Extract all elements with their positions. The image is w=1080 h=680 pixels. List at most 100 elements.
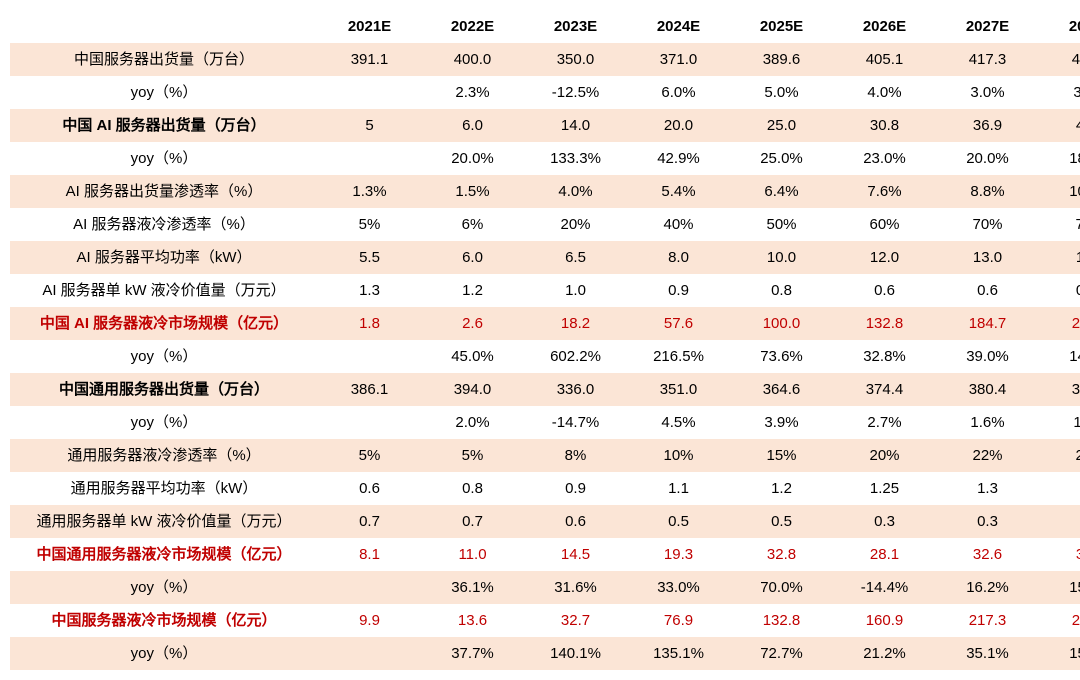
cell-value: 9.9 [318, 604, 421, 637]
cell-value: 6.0 [421, 241, 524, 274]
cell-value: -14.7% [524, 406, 627, 439]
cell-value: 5 [318, 109, 421, 142]
cell-value: 1.3 [936, 472, 1039, 505]
cell-value: 1.2 [421, 274, 524, 307]
cell-value: 0.3 [833, 505, 936, 538]
cell-value: 5% [318, 439, 421, 472]
cell-value: 6.4% [730, 175, 833, 208]
cell-value: 12.0 [833, 241, 936, 274]
cell-value: 405.1 [833, 43, 936, 76]
row-label: 通用服务器单 kW 液冷价值量（万元） [10, 505, 318, 538]
cell-value: 50% [730, 208, 833, 241]
cell-value: 33.0% [627, 571, 730, 604]
cell-value: 132.8 [730, 604, 833, 637]
cell-value: 15.4% [1039, 571, 1080, 604]
cell-value: 391.1 [318, 43, 421, 76]
table-row: 中国通用服务器液冷市场规模（亿元）8.111.014.519.332.828.1… [10, 538, 1080, 571]
cell-value: 132.8 [833, 307, 936, 340]
cell-value: 25.0 [730, 109, 833, 142]
cell-value: 2.0% [421, 406, 524, 439]
row-label: 通用服务器平均功率（kW） [10, 472, 318, 505]
table-row: yoy（%）37.7%140.1%135.1%72.7%21.2%35.1%15… [10, 637, 1080, 670]
row-label: yoy（%） [10, 340, 318, 373]
cell-value [318, 340, 421, 373]
cell-value: 336.0 [524, 373, 627, 406]
cell-value: 135.1% [627, 637, 730, 670]
table-row: 中国通用服务器出货量（万台）386.1394.0336.0351.0364.63… [10, 373, 1080, 406]
cell-value: -14.4% [833, 571, 936, 604]
cell-value: 1.25 [833, 472, 936, 505]
cell-value: 8% [524, 439, 627, 472]
cell-value: 14.0 [524, 109, 627, 142]
cell-value: 3.0% [1039, 76, 1080, 109]
cell-value: 1.2 [730, 472, 833, 505]
table-body: 中国服务器出货量（万台）391.1400.0350.0371.0389.6405… [10, 43, 1080, 670]
cell-value: 11.0 [421, 538, 524, 571]
cell-value: 70% [936, 208, 1039, 241]
cell-value: 5.5 [318, 241, 421, 274]
cell-value: 20.0 [627, 109, 730, 142]
cell-value [318, 406, 421, 439]
cell-value: 5.0% [730, 76, 833, 109]
table-row: yoy（%）45.0%602.2%216.5%73.6%32.8%39.0%14… [10, 340, 1080, 373]
cell-value: 76.9 [627, 604, 730, 637]
cell-value: 0.5 [627, 505, 730, 538]
cell-value: 3.0% [936, 76, 1039, 109]
header-col: 2026E [833, 10, 936, 43]
cell-value: 351.0 [627, 373, 730, 406]
cell-value: 0.7 [421, 505, 524, 538]
cell-value: 1.6% [936, 406, 1039, 439]
cell-value: 1.0 [524, 274, 627, 307]
cell-value: 6.0 [421, 109, 524, 142]
table-row: yoy（%）2.0%-14.7%4.5%3.9%2.7%1.6%1.5% [10, 406, 1080, 439]
row-label: AI 服务器液冷渗透率（%） [10, 208, 318, 241]
cell-value: 217.3 [936, 604, 1039, 637]
cell-value [318, 637, 421, 670]
cell-value: 133.3% [524, 142, 627, 175]
header-col: 2027E [936, 10, 1039, 43]
cell-value: 2.6 [421, 307, 524, 340]
table-row: AI 服务器平均功率（kW）5.56.06.58.010.012.013.013… [10, 241, 1080, 274]
table-header-row: 2021E 2022E 2023E 2024E 2025E 2026E 2027… [10, 10, 1080, 43]
cell-value: 32.6 [936, 538, 1039, 571]
cell-value: 380.4 [936, 373, 1039, 406]
cell-value: 20% [833, 439, 936, 472]
cell-value: 417.3 [936, 43, 1039, 76]
cell-value: 350.0 [524, 43, 627, 76]
cell-value: 1.5% [421, 175, 524, 208]
header-col: 2023E [524, 10, 627, 43]
cell-value: 10.0 [730, 241, 833, 274]
cell-value: -12.5% [524, 76, 627, 109]
cell-value: 0.8 [421, 472, 524, 505]
cell-value: 374.4 [833, 373, 936, 406]
cell-value: 0.6 [936, 274, 1039, 307]
cell-value: 4.5% [627, 406, 730, 439]
cell-value: 32.7 [524, 604, 627, 637]
cell-value: 0.50 [1039, 274, 1080, 307]
cell-value: 18.2 [524, 307, 627, 340]
cell-value: 36.1% [421, 571, 524, 604]
row-label: yoy（%） [10, 76, 318, 109]
row-label: 通用服务器液冷渗透率（%） [10, 439, 318, 472]
row-label: 中国通用服务器出货量（万台） [10, 373, 318, 406]
forecast-table: 2021E 2022E 2023E 2024E 2025E 2026E 2027… [10, 10, 1080, 670]
cell-value: 394.0 [421, 373, 524, 406]
table-row: yoy（%）20.0%133.3%42.9%25.0%23.0%20.0%18.… [10, 142, 1080, 175]
cell-value: 5% [318, 208, 421, 241]
cell-value: 8.1 [318, 538, 421, 571]
cell-value: 0.8 [730, 274, 833, 307]
header-col: 2025E [730, 10, 833, 43]
cell-value: 364.6 [730, 373, 833, 406]
cell-value: 23.0% [833, 142, 936, 175]
cell-value: 28.1 [833, 538, 936, 571]
table-row: 中国 AI 服务器出货量（万台）56.014.020.025.030.836.9… [10, 109, 1080, 142]
row-label: 中国服务器出货量（万台） [10, 43, 318, 76]
cell-value: 400.0 [421, 43, 524, 76]
cell-value: 160.9 [833, 604, 936, 637]
cell-value: 37.7% [421, 637, 524, 670]
cell-value: 20.0% [421, 142, 524, 175]
cell-value: 57.6 [627, 307, 730, 340]
cell-value: 2.3% [421, 76, 524, 109]
cell-value: 6.0% [627, 76, 730, 109]
cell-value: 8.0 [627, 241, 730, 274]
